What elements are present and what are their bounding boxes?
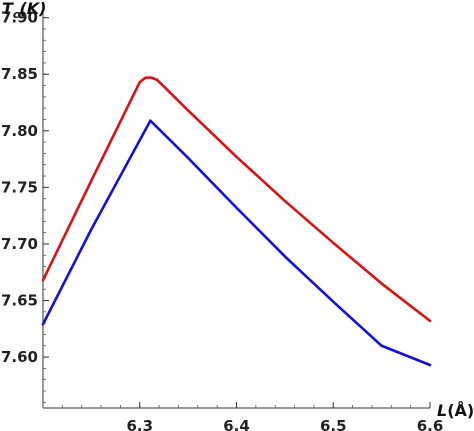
x-tick-label: 6.5	[320, 417, 347, 431]
x-axis-title: L(Å)	[437, 401, 474, 420]
x-tick-label: 6.4	[223, 417, 250, 431]
series-line-red	[41, 76, 432, 323]
y-tick-label: 7.90	[1, 9, 38, 27]
axes: 7.60 7.65 7.70 7.75 7.80 7.85 7.90 6.3 6.4 6.5 6.6	[1, 9, 443, 431]
series-line-blue	[41, 119, 432, 367]
y-tick-label: 7.70	[1, 235, 38, 253]
series-layer	[41, 76, 432, 367]
y-axis-title: Tc(K)	[2, 0, 46, 21]
y-tick-label: 7.80	[1, 122, 38, 140]
y-tick-label: 7.75	[1, 178, 38, 196]
x-tick-label: 6.6	[417, 417, 444, 431]
y-tick-label: 7.60	[1, 348, 38, 366]
x-tick-label: 6.3	[126, 417, 153, 431]
y-tick-label: 7.65	[1, 292, 38, 310]
y-tick-label: 7.85	[1, 65, 38, 83]
